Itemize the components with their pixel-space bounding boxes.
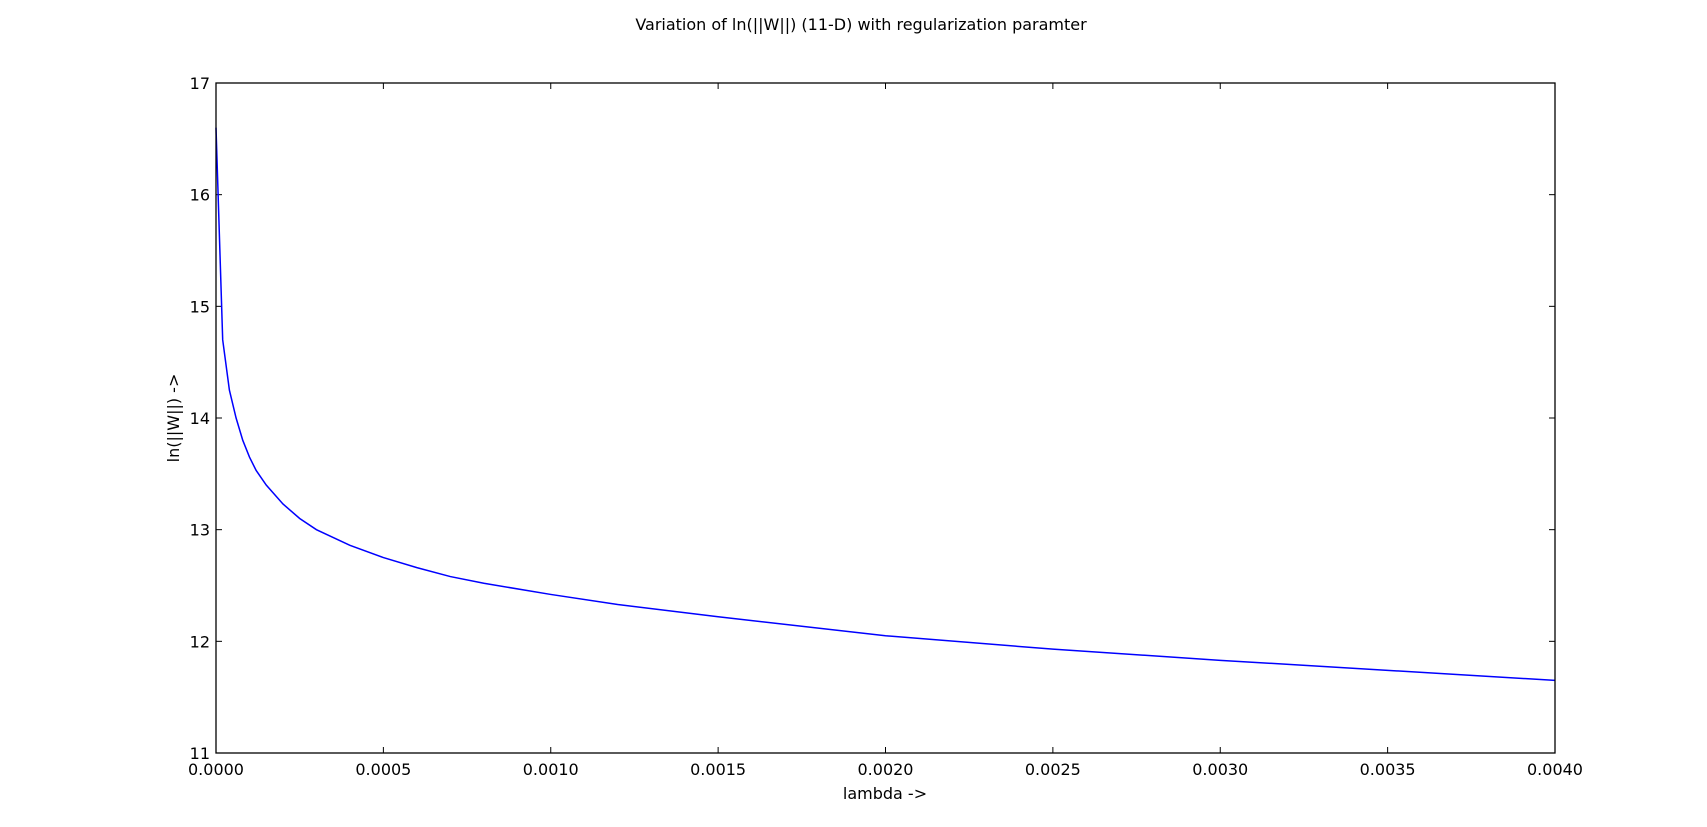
y-axis: 11 12 13 14 15 16 17 [190, 74, 1555, 763]
series-line [215, 127, 1556, 682]
x-tick-label: 0.0040 [1527, 760, 1583, 779]
x-axis: 0.0000 0.0005 0.0010 0.0015 0.0020 0.0025 0.00… [188, 83, 1583, 779]
y-tick-label: 15 [190, 297, 210, 316]
plot-frame [215, 82, 1556, 754]
y-tick-label: 14 [190, 409, 210, 428]
x-axis-label: lambda -> [843, 784, 927, 803]
x-tick-label: 0.0015 [690, 760, 746, 779]
y-tick-label: 12 [190, 632, 210, 651]
y-axis-label: ln(||W||) -> [164, 374, 183, 463]
x-tick-label: 0.0000 [188, 760, 244, 779]
y-tick-label: 17 [190, 74, 210, 93]
chart-title: Variation of ln(||W||) (11-D) with regul… [635, 15, 1087, 34]
x-tick-label: 0.0035 [1360, 760, 1416, 779]
y-tick-label: 13 [190, 521, 210, 540]
x-tick-label: 0.0030 [1192, 760, 1248, 779]
y-tick-label: 11 [190, 744, 210, 763]
x-tick-label: 0.0025 [1025, 760, 1081, 779]
x-tick-label: 0.0005 [355, 760, 411, 779]
plot-area [216, 83, 1555, 753]
y-tick-label: 16 [190, 186, 210, 205]
x-tick-label: 0.0010 [523, 760, 579, 779]
x-tick-label: 0.0020 [858, 760, 914, 779]
